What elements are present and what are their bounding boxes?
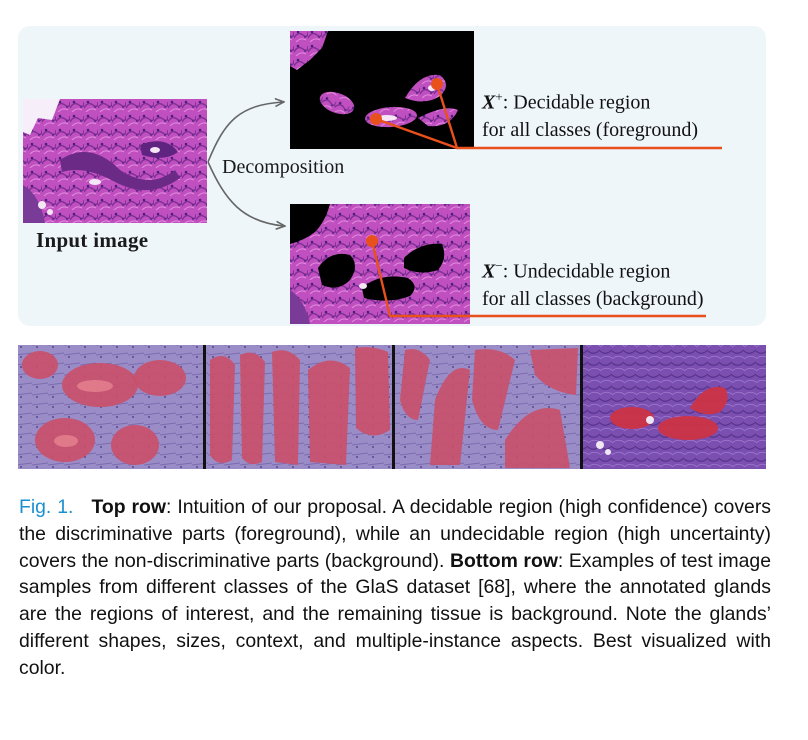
bottom-row-text: : Examples of test image samples from di… [19, 549, 771, 679]
background-symbol: X [482, 260, 496, 283]
top-row-text: : Intuition of our proposal. A decidable… [19, 496, 771, 572]
bottom-row-label: Bottom row [450, 549, 558, 572]
background-description: X−: Undecidable region for all classes (… [482, 252, 704, 313]
figure-graphics [18, 31, 766, 469]
background-pointer [366, 235, 706, 318]
background-title: : Undecidable region [502, 260, 671, 283]
foreground-pointer [370, 78, 722, 150]
background-line-1: X−: Undecidable region [482, 252, 704, 286]
decomposition-arrows [207, 102, 284, 226]
foreground-image [290, 31, 474, 149]
foreground-symbol: X [482, 91, 496, 114]
gland-sample-4 [583, 345, 766, 469]
gland-sample-2 [206, 345, 392, 469]
input-image-label: Input image [36, 228, 149, 252]
background-line-2: for all classes (background) [482, 287, 704, 310]
figure-caption: Fig. 1. Top row: Intuition of our proposa… [19, 494, 771, 682]
input-image [23, 99, 207, 223]
foreground-description: X+: Decidable region for all classes (fo… [482, 83, 698, 144]
gland-sample-3 [395, 345, 580, 469]
foreground-sign: + [495, 89, 503, 104]
figure-number: Fig. 1. [19, 496, 74, 518]
foreground-line-1: X+: Decidable region [482, 83, 698, 117]
top-row-label: Top row [91, 496, 166, 518]
decomposition-label: Decomposition [222, 156, 345, 178]
foreground-line-2: for all classes (foreground) [482, 118, 699, 141]
foreground-title: : Decidable region [502, 91, 651, 114]
background-image [290, 204, 470, 324]
bottom-row-strip [18, 345, 766, 469]
background-sign: − [495, 258, 503, 273]
gland-sample-1 [18, 345, 203, 469]
